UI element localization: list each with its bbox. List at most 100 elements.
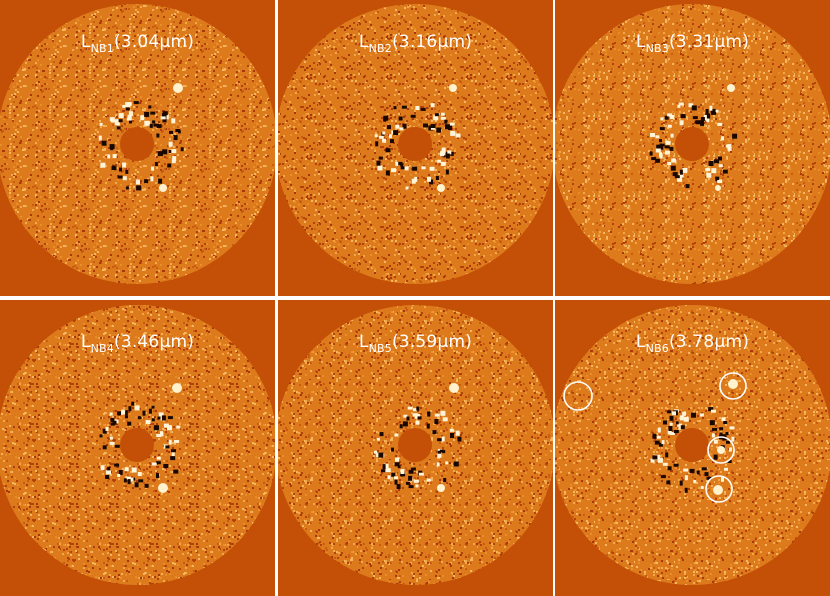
- speckle: [148, 105, 152, 109]
- speckle: [383, 463, 389, 469]
- speckle: [718, 164, 723, 168]
- speckle: [441, 150, 446, 156]
- speckle: [395, 124, 400, 129]
- speckle: [700, 486, 704, 489]
- speckle: [436, 127, 442, 133]
- speckle: [700, 120, 705, 126]
- speckle: [450, 433, 454, 438]
- speckle: [157, 416, 163, 420]
- speckle: [102, 428, 107, 434]
- speckle: [100, 162, 106, 168]
- source-marker-circle: [719, 372, 747, 400]
- speckle: [381, 469, 385, 473]
- speckle: [174, 440, 180, 443]
- speckle: [729, 426, 735, 430]
- speckle: [160, 116, 166, 120]
- speckle: [430, 103, 435, 108]
- speckle: [712, 427, 717, 431]
- speckle: [411, 178, 416, 184]
- speckle: [391, 168, 396, 173]
- label-letter: L: [80, 332, 91, 352]
- point-source: [717, 446, 725, 454]
- speckle: [421, 166, 426, 170]
- speckle: [376, 437, 380, 441]
- speckle: [427, 176, 431, 182]
- speckle: [133, 101, 139, 105]
- speckle: [180, 147, 184, 152]
- speckle: [426, 478, 431, 482]
- speckle: [169, 130, 173, 134]
- noise-field: [278, 305, 553, 585]
- noise-field: [0, 305, 275, 585]
- speckle: [434, 113, 439, 117]
- speckle: [160, 432, 164, 437]
- speckle: [650, 458, 655, 463]
- label-band: NB4: [90, 342, 114, 355]
- speckle: [444, 124, 450, 130]
- speckle: [711, 409, 716, 413]
- speckle: [382, 464, 386, 470]
- speckle: [171, 452, 175, 458]
- speckle: [672, 172, 678, 177]
- speckle: [696, 470, 700, 475]
- speckle: [664, 115, 669, 120]
- speckle: [706, 117, 710, 123]
- speckle: [724, 467, 728, 471]
- label-letter: L: [635, 32, 646, 52]
- speckle: [408, 485, 414, 489]
- speckle: [137, 472, 142, 476]
- point-source: [728, 379, 738, 389]
- speckle: [445, 461, 449, 465]
- speckle: [107, 154, 111, 159]
- label-letter: L: [358, 32, 369, 52]
- speckle: [410, 114, 416, 118]
- speckle: [395, 161, 399, 166]
- speckle: [448, 125, 453, 131]
- speckle: [450, 130, 456, 136]
- speckle: [455, 133, 461, 138]
- speckle: [405, 186, 409, 190]
- speckle: [98, 135, 102, 141]
- speckle: [722, 169, 728, 174]
- speckle: [400, 469, 405, 474]
- speckle: [163, 423, 169, 428]
- speckle: [667, 162, 672, 165]
- speckle: [668, 426, 673, 431]
- speckle: [708, 407, 714, 412]
- speckle: [148, 408, 152, 414]
- label-wavelength: (3.59μm): [391, 332, 473, 352]
- point-source: [727, 84, 735, 92]
- speckle: [112, 420, 117, 425]
- speckle: [137, 416, 141, 420]
- noise-field: [555, 305, 830, 585]
- speckle: [105, 475, 110, 479]
- speckle: [399, 127, 404, 131]
- speckle: [398, 116, 403, 121]
- speckle: [669, 422, 673, 426]
- speckle: [440, 410, 446, 416]
- speckle: [689, 468, 695, 473]
- speckle: [683, 468, 689, 472]
- source-marker-circle: [705, 475, 733, 503]
- speckle: [652, 433, 657, 439]
- speckle: [666, 480, 671, 485]
- speckle: [655, 135, 660, 139]
- coronagraph-mask: [120, 428, 154, 462]
- speckle: [414, 176, 418, 182]
- speckle: [700, 117, 705, 121]
- speckle: [684, 487, 688, 493]
- speckle: [171, 449, 176, 453]
- speckle: [656, 144, 662, 150]
- speckle: [434, 413, 440, 417]
- speckle: [402, 123, 407, 129]
- label-band: NB1: [90, 42, 114, 55]
- speckle: [701, 467, 707, 471]
- speckle: [430, 124, 436, 128]
- speckle: [659, 143, 665, 147]
- speckle: [161, 415, 166, 421]
- speckle: [423, 123, 428, 128]
- speckle: [410, 467, 416, 471]
- speckle: [122, 162, 127, 168]
- speckle: [679, 480, 683, 486]
- speckle: [167, 416, 173, 420]
